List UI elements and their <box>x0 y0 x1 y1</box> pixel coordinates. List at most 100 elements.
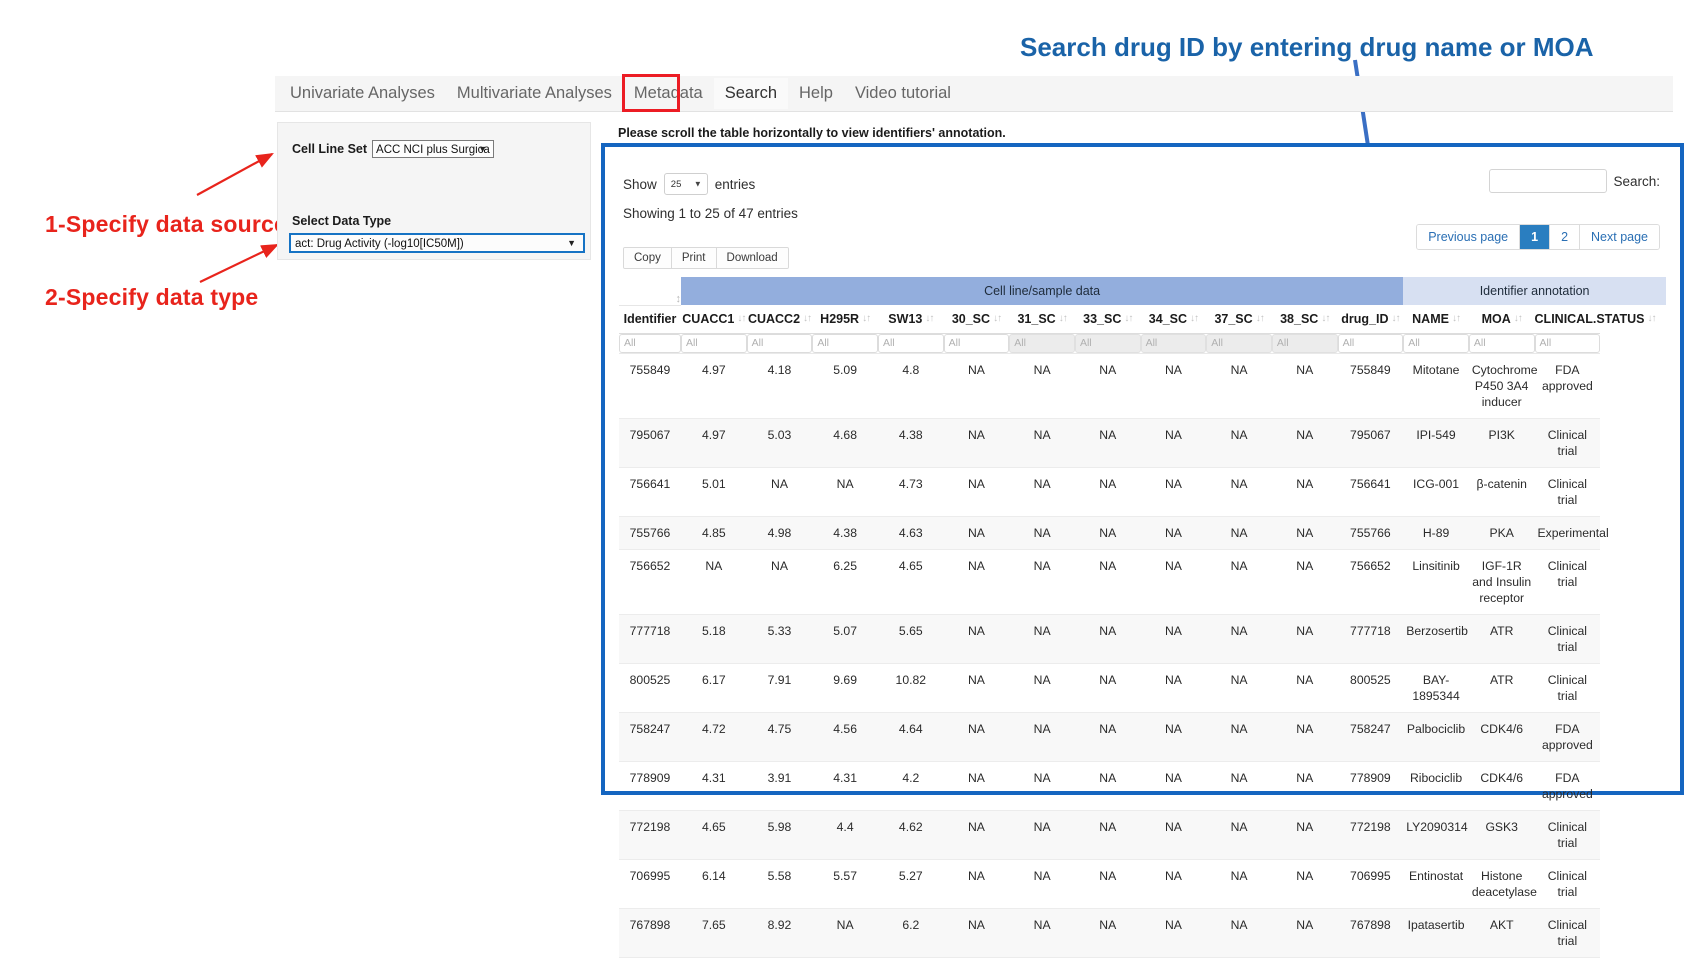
column-header-name[interactable]: NAME ↓↑ <box>1403 305 1469 334</box>
sort-arrows-icon[interactable]: ↓↑ <box>1451 313 1461 325</box>
cell-clinical-status: FDA approved <box>1534 761 1601 811</box>
column-header-sw13[interactable]: SW13 ↓↑ <box>877 305 944 334</box>
sort-arrows-icon[interactable]: ↓↑ <box>803 313 812 325</box>
filter-input-moa[interactable]: All <box>1468 333 1535 353</box>
cell-identifier: 755849 <box>619 353 681 419</box>
table-row[interactable]: 706995 6.14 5.58 5.57 5.27 NA NA NA NA NA NA 706995… <box>619 859 1666 909</box>
sort-arrows-icon[interactable]: ↓↑ <box>925 313 934 325</box>
table-row[interactable]: 758247 4.72 4.75 4.56 4.64 NA NA NA NA NA NA 758247… <box>619 712 1666 762</box>
table-row[interactable]: 772198 4.65 5.98 4.4 4.62 NA NA NA NA NA NA 772198 L… <box>619 810 1666 860</box>
table-row[interactable]: 755766 4.85 4.98 4.38 4.63 NA NA NA NA NA NA 755766… <box>619 516 1666 550</box>
nav-item-multivariate-analyses[interactable]: Multivariate Analyses <box>456 84 612 102</box>
cell-cuacc2: 7.91 <box>746 663 813 713</box>
column-header-30-sc[interactable]: 30_SC ↓↑ <box>943 305 1010 334</box>
show-label: Show <box>623 176 657 192</box>
cell-cuacc2: NA <box>746 467 813 517</box>
sort-arrows-icon[interactable]: ↓↑ <box>1391 313 1401 325</box>
nav-item-video-tutorial[interactable]: Video tutorial <box>854 84 951 102</box>
results-table: ↕ Cell line/sample data Identifier annotat… <box>619 277 1666 958</box>
filter-input-cuacc1[interactable]: All <box>681 333 747 353</box>
filter-input-clinical-status[interactable]: All <box>1534 333 1601 353</box>
filter-input-37-sc[interactable]: All <box>1206 333 1272 353</box>
cell-h295r: 4.68 <box>812 418 878 468</box>
column-header-identifier[interactable]: Identifier <box>619 305 681 334</box>
search-input[interactable] <box>1489 169 1608 193</box>
pagination-2[interactable]: 2 <box>1550 225 1581 249</box>
table-row[interactable]: 756652 NA NA 6.25 4.65 NA NA NA NA NA NA 756652 Lins… <box>619 549 1666 615</box>
column-header-cuacc2[interactable]: CUACC2 ↓↑ <box>746 305 813 334</box>
filter-input-30-sc[interactable]: All <box>943 333 1010 353</box>
sort-arrows-icon[interactable]: ↓↑ <box>1058 313 1068 325</box>
table-row[interactable]: 777718 5.18 5.33 5.07 5.65 NA NA NA NA NA NA 777718… <box>619 614 1666 664</box>
cell-drug-id: 756652 <box>1337 549 1404 615</box>
table-row[interactable]: 800525 6.17 7.91 9.69 10.82 NA NA NA NA NA NA 80052… <box>619 663 1666 713</box>
filter-input-cuacc2[interactable]: All <box>746 333 813 353</box>
sort-toggle-icon[interactable]: ↕ <box>619 277 681 306</box>
sort-arrows-icon[interactable]: ↓↑ <box>1124 313 1133 325</box>
page-length-dropdown[interactable]: 25 ▼ <box>663 173 708 195</box>
cell-sw13: 4.2 <box>877 761 944 811</box>
column-header-drug-id[interactable]: drug_ID ↓↑ <box>1337 305 1404 334</box>
cell-name: Palbociclib <box>1403 712 1469 762</box>
cell-33-sc: NA <box>1074 549 1141 615</box>
cell-cuacc1: 4.65 <box>681 810 747 860</box>
sort-arrows-icon[interactable]: ↓↑ <box>993 313 1002 325</box>
cell-37-sc: NA <box>1206 712 1272 762</box>
sort-arrows-icon[interactable]: ↓↑ <box>1647 313 1656 325</box>
print-button[interactable]: Print <box>671 248 717 268</box>
table-row[interactable]: 756641 5.01 NA NA 4.73 NA NA NA NA NA NA 756641 ICG-… <box>619 467 1666 517</box>
column-header-cuacc1[interactable]: CUACC1 ↓↑ <box>681 305 747 334</box>
filter-input-sw13[interactable]: All <box>877 333 944 353</box>
cell-line-set-select[interactable]: ACC NCI plus Surgical ▼ <box>372 140 495 158</box>
column-header-38-sc[interactable]: 38_SC ↓↑ <box>1271 305 1338 334</box>
filter-input-h295r[interactable]: All <box>812 333 878 353</box>
cell-identifier: 756641 <box>619 467 681 517</box>
data-type-dropdown[interactable]: act: Drug Activity (-log10[IC50M]) ▼ <box>289 233 585 253</box>
pagination-1[interactable]: 1 <box>1520 225 1551 249</box>
filter-input-31-sc[interactable]: All <box>1009 333 1075 353</box>
table-row[interactable]: 755849 4.97 4.18 5.09 4.8 NA NA NA NA NA NA 755849 M… <box>619 353 1666 419</box>
pagination-next-page[interactable]: Next page <box>1580 225 1659 249</box>
column-header-clinical-status[interactable]: CLINICAL.STATUS ↓↑ <box>1534 305 1656 334</box>
table-row[interactable]: 778909 4.31 3.91 4.31 4.2 NA NA NA NA NA NA 778909 R… <box>619 761 1666 811</box>
column-header-moa[interactable]: MOA ↓↑ <box>1468 305 1535 334</box>
nav-item-univariate-analyses[interactable]: Univariate Analyses <box>290 84 435 102</box>
sort-arrows-icon[interactable]: ↓↑ <box>1190 313 1199 325</box>
nav-item-metadata[interactable]: Metadata <box>633 84 703 102</box>
cell-38-sc: NA <box>1271 663 1338 713</box>
table-row[interactable]: 795067 4.97 5.03 4.68 4.38 NA NA NA NA NA NA 795067… <box>619 418 1666 468</box>
cell-identifier: 778909 <box>619 761 681 811</box>
cell-line-set-dropdown[interactable]: ACC NCI plus Surgical <box>372 140 495 158</box>
column-header-34-sc[interactable]: 34_SC ↓↑ <box>1140 305 1207 334</box>
cell-h295r: 5.07 <box>812 614 878 664</box>
filter-input-identifier[interactable]: All <box>619 333 681 353</box>
column-header-h295r[interactable]: H295R ↓↑ <box>812 305 878 334</box>
sort-arrows-icon[interactable]: ↓↑ <box>1255 313 1265 325</box>
cell-name: Ribociclib <box>1403 761 1469 811</box>
sort-arrows-icon[interactable]: ↓↑ <box>862 313 871 325</box>
column-header-33-sc[interactable]: 33_SC ↓↑ <box>1074 305 1141 334</box>
filter-input-name[interactable]: All <box>1403 333 1469 353</box>
cell-31-sc: NA <box>1009 810 1075 860</box>
download-button[interactable]: Download <box>716 248 788 268</box>
filter-input-38-sc[interactable]: All <box>1271 333 1338 353</box>
cell-cuacc1: 4.85 <box>681 516 747 550</box>
column-header-31-sc[interactable]: 31_SC ↓↑ <box>1009 305 1075 334</box>
nav-item-help[interactable]: Help <box>799 84 833 102</box>
pagination-previous-page[interactable]: Previous page <box>1417 225 1521 249</box>
table-row[interactable]: 767898 7.65 8.92 NA 6.2 NA NA NA NA NA NA 767898 Ipa… <box>619 908 1666 958</box>
data-table-scroll[interactable]: ↕ Cell line/sample data Identifier annotat… <box>619 277 1666 958</box>
cell-37-sc: NA <box>1206 908 1272 958</box>
sort-arrows-icon[interactable]: ↓↑ <box>737 313 746 325</box>
column-header-37-sc[interactable]: 37_SC ↓↑ <box>1206 305 1272 334</box>
nav-item-search[interactable]: Search <box>713 78 788 109</box>
sort-arrows-icon[interactable]: ↓↑ <box>1513 313 1523 325</box>
filter-input-34-sc[interactable]: All <box>1140 333 1207 353</box>
filter-input-33-sc[interactable]: All <box>1074 333 1141 353</box>
cell-30-sc: NA <box>943 549 1010 615</box>
sort-arrows-icon[interactable]: ↓↑ <box>1321 313 1330 325</box>
cell-sw13: 5.27 <box>877 859 944 909</box>
copy-button[interactable]: Copy <box>624 248 672 268</box>
filter-input-drug-id[interactable]: All <box>1337 333 1404 353</box>
cell-name: BAY-1895344 <box>1403 663 1469 713</box>
